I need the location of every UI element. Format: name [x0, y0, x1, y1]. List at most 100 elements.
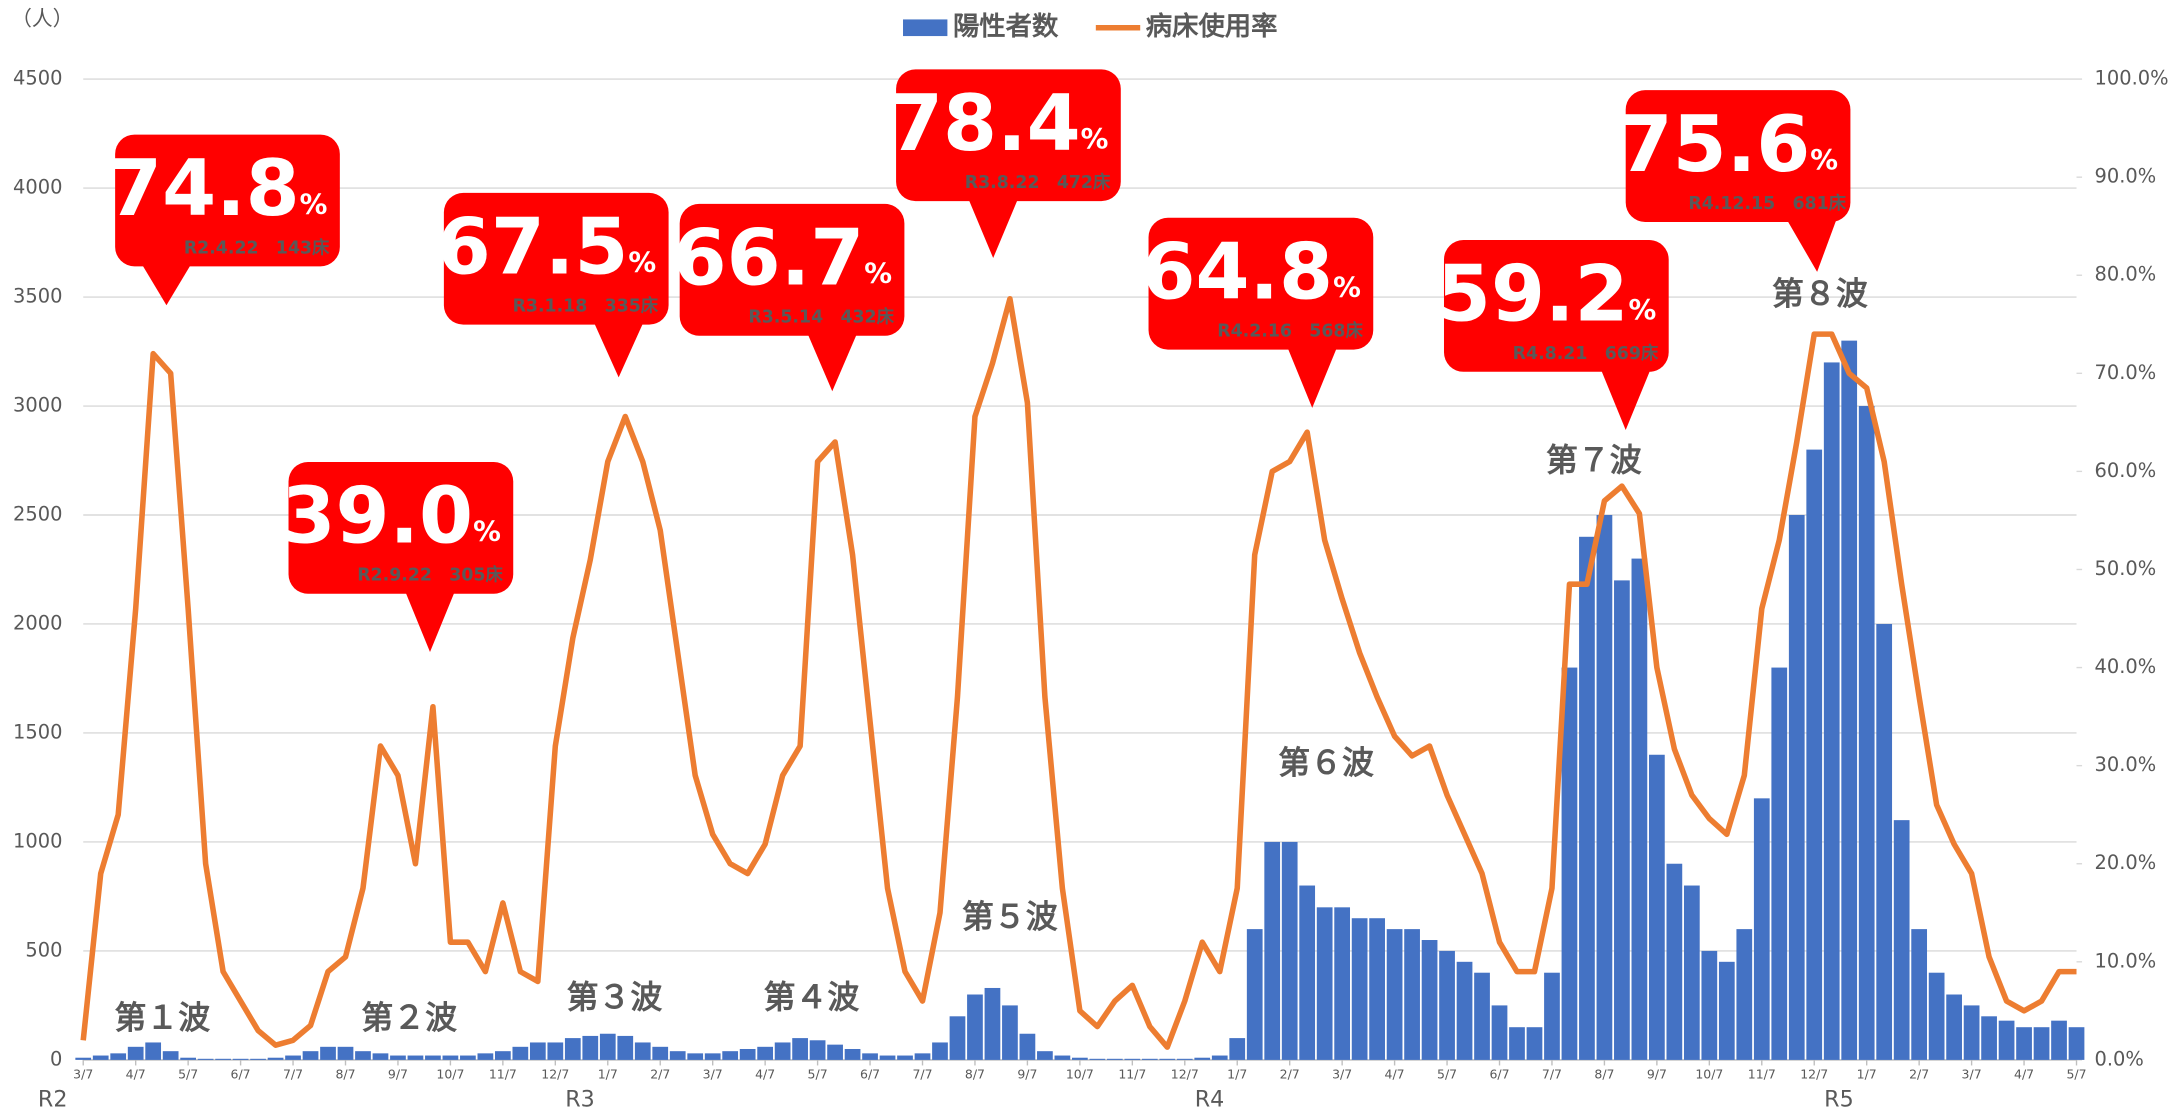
bar [1841, 340, 1858, 1060]
wave-label: 第６波 [1278, 743, 1374, 781]
era-label: R5 [1824, 1087, 1854, 1113]
bar [617, 1035, 634, 1060]
callout-box [288, 461, 514, 594]
bar [2051, 1020, 2067, 1060]
x-tick-label: 2/7 [1280, 1067, 1300, 1082]
bar [984, 987, 1001, 1060]
bar [1229, 1038, 1246, 1060]
x-tick-label: 11/7 [1118, 1067, 1146, 1082]
bar [1386, 929, 1403, 1060]
bar [1683, 885, 1700, 1060]
x-tick-label: 5/7 [808, 1067, 828, 1082]
y2-tick-label: 30.0% [2095, 753, 2157, 776]
bar [1037, 1051, 1053, 1060]
legend-label: 病床使用率 [1146, 11, 1278, 42]
y-tick-label: 3000 [13, 394, 62, 417]
bar [827, 1044, 843, 1060]
callout-pointer [1786, 219, 1837, 272]
callout: 39.0% R2.9.22 305床 [281, 461, 514, 653]
bar [2068, 1027, 2085, 1060]
y2-tick-label: 70.0% [2095, 361, 2157, 384]
x-tick-label: 8/7 [965, 1067, 985, 1082]
x-tick-label: 3/7 [1962, 1067, 1982, 1082]
x-tick-label: 8/7 [335, 1067, 355, 1082]
x-tick-label: 3/7 [1332, 1067, 1352, 1082]
x-tick-label: 11/7 [1748, 1067, 1776, 1082]
x-tick-label: 2/7 [1909, 1067, 1929, 1082]
bar [792, 1038, 808, 1060]
callout-value: 67.5% [437, 203, 656, 293]
x-tick-label: 10/7 [1695, 1067, 1723, 1082]
bar [1369, 918, 1385, 1060]
x-tick-label: 3/7 [73, 1067, 93, 1082]
bar [757, 1046, 774, 1060]
callout-box [679, 203, 905, 336]
callout: 59.2% R4.8.21 669床 [1437, 240, 1669, 431]
bar [564, 1038, 581, 1060]
bar [1579, 536, 1595, 1060]
x-tick-label: 12/7 [541, 1067, 569, 1082]
bar [652, 1046, 669, 1060]
callout-pointer [1287, 346, 1338, 408]
bar [180, 1057, 197, 1060]
bar [2016, 1027, 2032, 1060]
y2-tick-label: 80.0% [2095, 263, 2157, 286]
callout-note: R2.9.22 305床 [357, 565, 503, 586]
bar [1893, 820, 1910, 1060]
x-tick-label: 5/7 [178, 1067, 198, 1082]
callout-note: R4.8.21 669床 [1513, 343, 1659, 364]
x-tick-label: 5/7 [1437, 1067, 1457, 1082]
bar [599, 1033, 616, 1060]
bar [1526, 1027, 1543, 1060]
x-tick-label: 4/7 [126, 1067, 146, 1082]
bar [774, 1042, 791, 1060]
callout-pointer [807, 332, 858, 392]
wave-label: 第３波 [567, 978, 663, 1016]
bar [372, 1053, 389, 1060]
bar [1281, 841, 1298, 1060]
callout: 64.8% R4.2.16 568床 [1141, 217, 1374, 408]
callout-note: R4.12.15 681床 [1688, 193, 1846, 214]
bar [1771, 667, 1788, 1060]
bar [1456, 961, 1473, 1060]
wave-label: 第２波 [361, 999, 457, 1037]
bar [529, 1042, 546, 1060]
callout-box [1148, 217, 1374, 350]
y2-tick-label: 90.0% [2095, 165, 2157, 188]
bar [1509, 1027, 1525, 1060]
y-tick-label: 2500 [13, 502, 62, 525]
bar [1596, 514, 1613, 1060]
bar [232, 1058, 249, 1060]
bar [1246, 929, 1263, 1060]
bar [127, 1046, 144, 1060]
bar [337, 1046, 354, 1060]
wave-label: 第４波 [764, 978, 860, 1016]
bar [547, 1042, 564, 1060]
bar [1299, 885, 1316, 1060]
callout-unit: % [1333, 271, 1361, 304]
bar [1054, 1055, 1071, 1060]
bar [1631, 558, 1648, 1060]
callout-note: R3.1.18 335床 [513, 296, 659, 317]
x-tick-label: 12/7 [1171, 1067, 1199, 1082]
bar [1911, 929, 1928, 1060]
y-tick-label: 3500 [13, 285, 62, 308]
bar [1876, 623, 1893, 1060]
bar [355, 1051, 371, 1060]
bar [1194, 1057, 1211, 1060]
y2-tick-label: 100.0% [2095, 67, 2169, 90]
x-tick-label: 9/7 [388, 1067, 408, 1082]
era-label: R4 [1195, 1087, 1225, 1113]
y-tick-label: 1000 [13, 829, 62, 852]
bar [1106, 1058, 1123, 1060]
callout-note: R3.8.22 472床 [965, 172, 1111, 193]
x-tick-label: 2/7 [650, 1067, 670, 1082]
bar [1089, 1058, 1106, 1060]
y2-tick-label: 20.0% [2095, 851, 2157, 874]
y-tick-label: 500 [25, 938, 62, 961]
bar [460, 1055, 476, 1060]
bar [512, 1046, 529, 1060]
x-tick-label: 6/7 [1489, 1067, 1509, 1082]
bar [1963, 1005, 1980, 1060]
line [80, 296, 2077, 1050]
